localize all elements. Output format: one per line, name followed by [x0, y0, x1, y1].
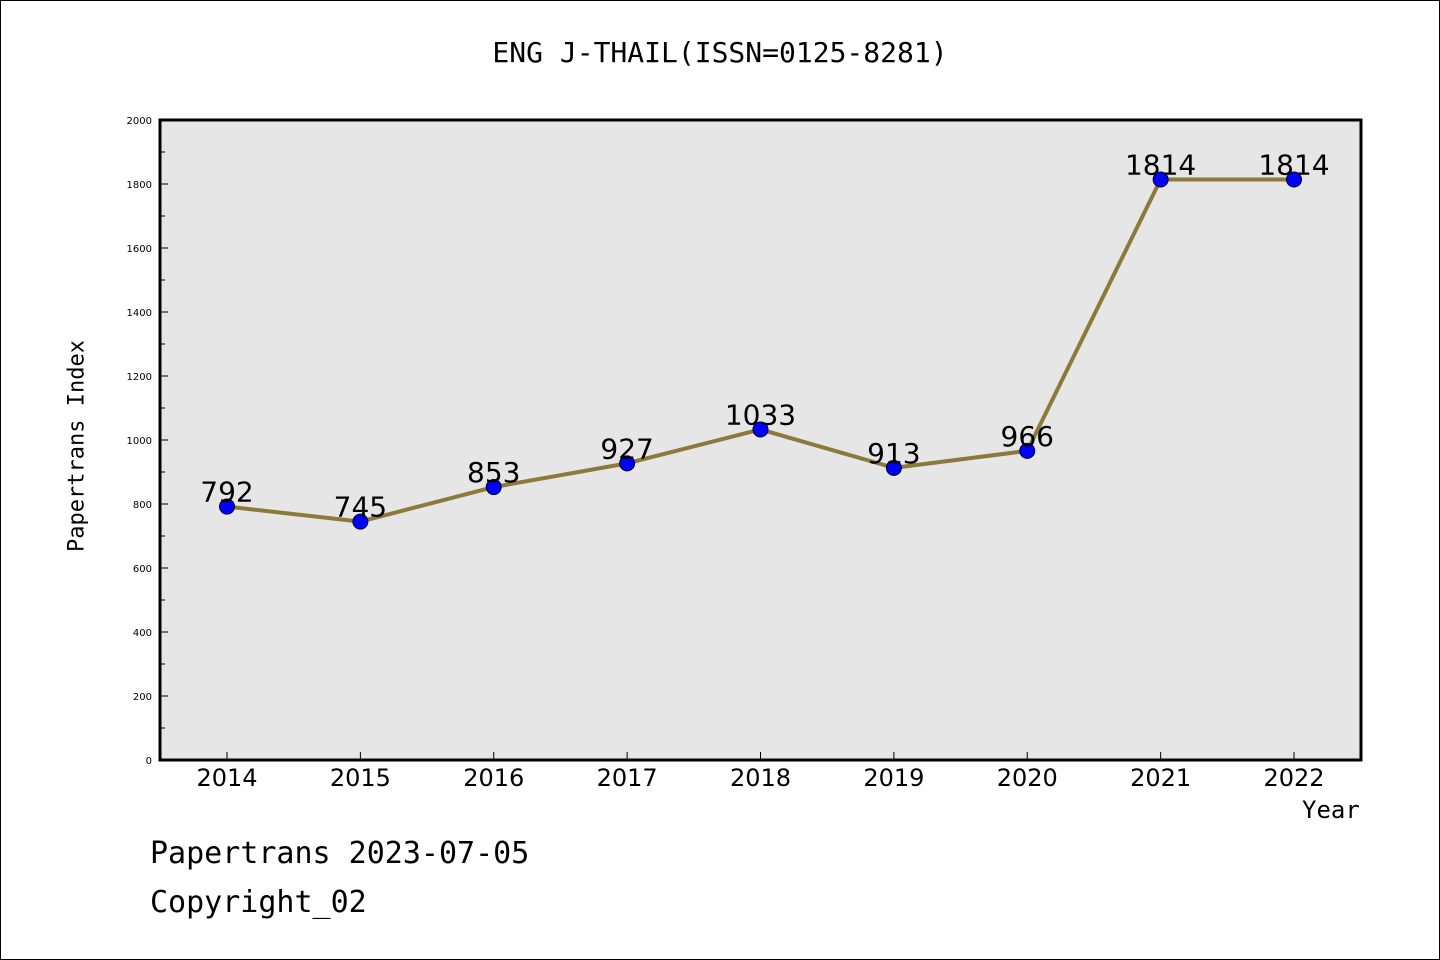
- x-tick-label: 2016: [463, 764, 524, 792]
- y-tick-label: 2000: [127, 116, 152, 127]
- data-label: 792: [200, 476, 253, 509]
- data-point: [485, 479, 502, 496]
- y-tick-label: 600: [133, 564, 152, 575]
- data-point: [352, 513, 369, 530]
- data-label: 1814: [1258, 149, 1329, 182]
- y-tick-label: 0: [146, 756, 152, 767]
- y-tick-label: 1200: [127, 372, 152, 383]
- data-markers: [219, 171, 1302, 530]
- data-point: [885, 459, 902, 476]
- data-label: 966: [1001, 420, 1054, 453]
- plot-area: [160, 120, 1361, 760]
- footer-date: Papertrans 2023-07-05: [150, 836, 530, 871]
- x-tick-label: 2019: [863, 764, 924, 792]
- y-tick-label: 1800: [127, 180, 152, 191]
- x-axis-label: Year: [1302, 796, 1360, 824]
- data-point: [752, 421, 769, 438]
- x-tick-label: 2020: [997, 764, 1058, 792]
- plot-border: [158, 118, 1363, 762]
- x-tick-label: 2015: [330, 764, 391, 792]
- y-tick-label: 1000: [127, 436, 152, 447]
- x-axis: 2014 2015 2016 2017 2018 2019 2020 2021 2022: [196, 752, 1325, 792]
- data-label: 927: [600, 432, 653, 465]
- y-tick-label: 200: [133, 692, 152, 703]
- data-label: 1814: [1125, 149, 1196, 182]
- x-tick-label: 2017: [597, 764, 658, 792]
- y-tick-label: 1400: [127, 308, 152, 319]
- data-point: [619, 455, 636, 472]
- data-label: 913: [867, 437, 920, 470]
- data-labels: 792 745 853 927 1033 913 966 1814 1814: [200, 149, 1329, 524]
- footer-copyright: Copyright_02: [150, 885, 367, 920]
- data-label: 745: [334, 491, 387, 524]
- x-tick-label: 2014: [196, 764, 257, 792]
- x-tick-label: 2018: [730, 764, 791, 792]
- y-tick-label: 800: [133, 500, 152, 511]
- data-point: [1152, 171, 1169, 188]
- x-tick-label: 2021: [1130, 764, 1191, 792]
- data-point: [219, 498, 235, 515]
- data-label: 1033: [725, 398, 796, 431]
- x-tick-label: 2022: [1263, 764, 1324, 792]
- data-label: 853: [467, 456, 520, 489]
- data-point: [1019, 442, 1036, 459]
- y-axis: 0 200 400 600 800 1000 1200 1400 1600 1800 2000: [127, 116, 168, 767]
- y-tick-label: 400: [133, 628, 152, 639]
- data-point: [1286, 171, 1302, 188]
- chart-title: ENG J-THAIL(ISSN=0125-8281): [492, 36, 948, 69]
- y-tick-label: 1600: [127, 244, 152, 255]
